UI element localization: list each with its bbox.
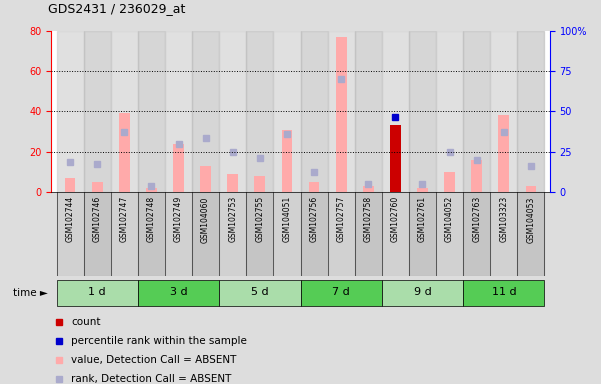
Text: 3 d: 3 d (169, 287, 188, 297)
Text: value, Detection Call = ABSENT: value, Detection Call = ABSENT (71, 355, 236, 365)
Text: count: count (71, 317, 100, 327)
Bar (490, 192, 517, 276)
Bar (363, 186, 374, 192)
Bar (281, 129, 292, 192)
Text: GSM102747: GSM102747 (120, 196, 129, 242)
Bar (328, 192, 355, 276)
Text: GSM104060: GSM104060 (201, 196, 210, 243)
Bar (219, 192, 246, 276)
Bar (111, 192, 138, 276)
Text: time ►: time ► (13, 288, 48, 298)
Text: GSM102746: GSM102746 (93, 196, 102, 242)
Bar (382, 31, 409, 192)
Bar (382, 280, 463, 306)
Bar (517, 31, 545, 192)
Bar (56, 192, 84, 276)
Bar (56, 31, 84, 192)
Text: percentile rank within the sample: percentile rank within the sample (71, 336, 247, 346)
Bar (525, 186, 536, 192)
Text: 11 d: 11 d (492, 287, 516, 297)
Bar (444, 172, 455, 192)
Bar (246, 192, 273, 276)
Bar (119, 113, 130, 192)
Text: GSM104053: GSM104053 (526, 196, 535, 243)
Bar (254, 176, 265, 192)
Text: GSM102760: GSM102760 (391, 196, 400, 242)
Bar (463, 192, 490, 276)
Text: GSM103323: GSM103323 (499, 196, 508, 242)
Bar (192, 31, 219, 192)
Bar (246, 31, 273, 192)
Bar (471, 160, 482, 192)
Bar (173, 144, 184, 192)
Text: GSM102763: GSM102763 (472, 196, 481, 242)
Bar (463, 280, 545, 306)
Text: 9 d: 9 d (413, 287, 432, 297)
Text: GSM102755: GSM102755 (255, 196, 264, 242)
Bar (227, 174, 238, 192)
Bar (355, 31, 382, 192)
Bar (138, 280, 219, 306)
Bar (165, 31, 192, 192)
Text: 1 d: 1 d (88, 287, 106, 297)
Bar (84, 192, 111, 276)
Text: GSM104051: GSM104051 (282, 196, 291, 242)
Bar (355, 192, 382, 276)
Text: GSM102744: GSM102744 (66, 196, 75, 242)
Bar (436, 192, 463, 276)
Text: GSM102757: GSM102757 (337, 196, 346, 242)
Bar (200, 166, 211, 192)
Bar (328, 31, 355, 192)
Bar (417, 188, 428, 192)
Bar (219, 31, 246, 192)
Text: GSM102761: GSM102761 (418, 196, 427, 242)
Text: 7 d: 7 d (332, 287, 350, 297)
Bar (409, 192, 436, 276)
Bar (517, 192, 545, 276)
Bar (138, 31, 165, 192)
Bar (146, 188, 157, 192)
Bar (309, 182, 320, 192)
Bar (165, 192, 192, 276)
Bar (219, 280, 300, 306)
Bar (92, 182, 103, 192)
Bar (273, 192, 300, 276)
Text: GSM102753: GSM102753 (228, 196, 237, 242)
Bar (84, 31, 111, 192)
Bar (498, 115, 509, 192)
Text: 5 d: 5 d (251, 287, 269, 297)
Bar (463, 31, 490, 192)
Bar (300, 280, 382, 306)
Text: GSM102748: GSM102748 (147, 196, 156, 242)
Bar (436, 31, 463, 192)
Text: GSM104052: GSM104052 (445, 196, 454, 242)
Bar (490, 31, 517, 192)
Bar (409, 31, 436, 192)
Bar (300, 31, 328, 192)
Text: GSM102749: GSM102749 (174, 196, 183, 242)
Text: GSM102756: GSM102756 (310, 196, 319, 242)
Bar (65, 178, 76, 192)
Bar (111, 31, 138, 192)
Text: rank, Detection Call = ABSENT: rank, Detection Call = ABSENT (71, 374, 231, 384)
Bar (56, 280, 138, 306)
Text: GDS2431 / 236029_at: GDS2431 / 236029_at (48, 2, 186, 15)
Bar (390, 126, 401, 192)
Bar (192, 192, 219, 276)
Text: GSM102758: GSM102758 (364, 196, 373, 242)
Bar (382, 192, 409, 276)
Bar (138, 192, 165, 276)
Bar (300, 192, 328, 276)
Bar (336, 37, 347, 192)
Bar (273, 31, 300, 192)
